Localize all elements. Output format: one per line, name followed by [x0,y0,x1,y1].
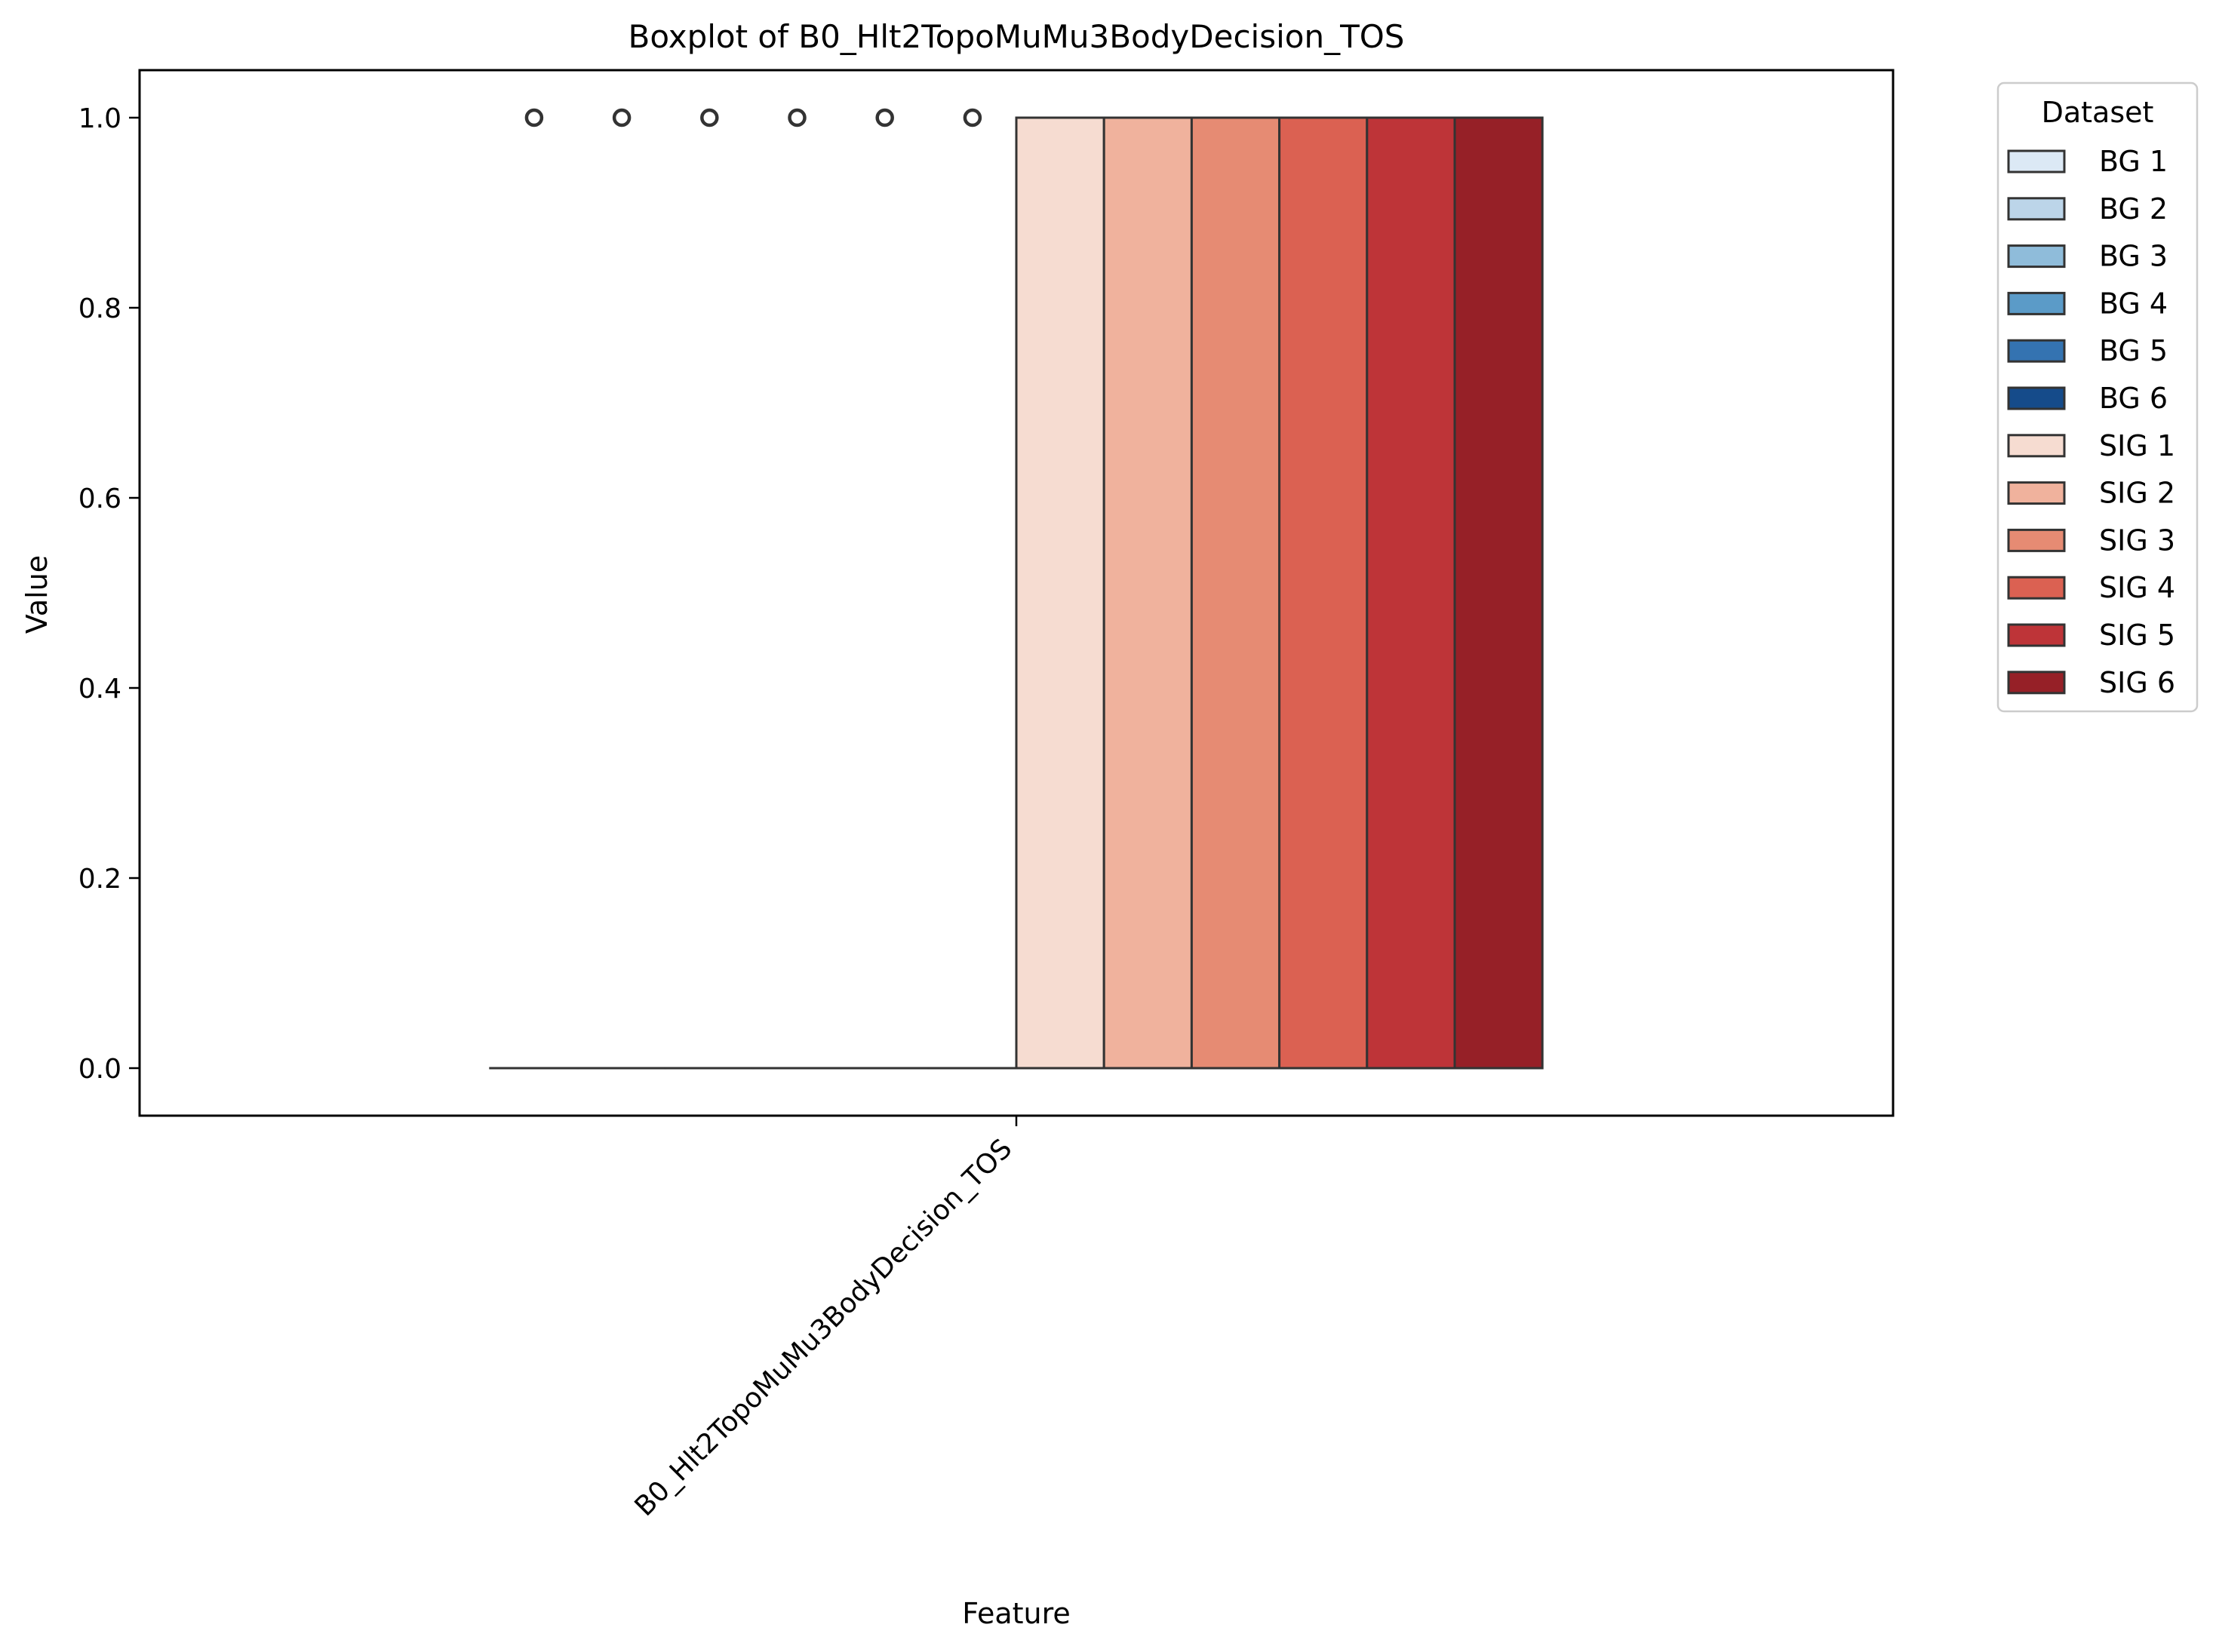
legend-swatch [2007,623,2066,647]
y-tick-label: 0.6 [78,484,121,514]
box-body [1102,116,1193,1070]
chart-title: Boxplot of B0_Hlt2TopoMuMu3BodyDecision_… [629,18,1405,55]
plot-frame [138,69,1895,1117]
outlier-point [612,108,632,127]
y-axis-ticks: 0.0 0.2 0.4 0.6 0.8 1.0 [78,103,140,1085]
outlier-point [875,108,894,127]
legend: Dataset BG 1 BG 2 BG 3 BG 4 BG 5 BG 6 SIG 1 SIG… [1996,81,2199,713]
outlier-point [524,108,544,127]
legend-swatch [2007,671,2066,695]
legend-label: BG 5 [2099,334,2168,367]
legend-swatch [2007,434,2066,458]
legend-label: SIG 4 [2099,571,2175,604]
legend-label: BG 6 [2099,382,2168,415]
y-tick-label: 0.2 [78,864,121,895]
outlier-point [963,108,982,127]
x-axis-label: Feature [962,1597,1071,1630]
box-body [1366,116,1456,1070]
y-axis-label: Value [20,555,54,634]
box-body [1278,116,1369,1070]
legend-label: BG 2 [2099,192,2168,226]
legend-swatch [2007,481,2066,505]
legend-label: SIG 5 [2099,619,2175,652]
legend-label: SIG 1 [2099,429,2175,462]
y-tick-label: 0.8 [78,293,121,324]
legend-swatch [2007,197,2066,221]
box-body [1453,116,1544,1070]
legend-swatch [2007,576,2066,600]
legend-swatch [2007,291,2066,315]
legend-swatch [2007,386,2066,410]
y-tick-label: 0.4 [78,674,121,705]
legend-label: BG 3 [2099,240,2168,273]
legend-swatch [2007,339,2066,363]
legend-label: SIG 3 [2099,524,2175,557]
legend-swatch [2007,149,2066,173]
box-series-group [489,108,1544,1070]
legend-swatch [2007,244,2066,269]
outlier-point [700,108,719,127]
box-body [1190,116,1281,1070]
outlier-point [788,108,807,127]
legend-label: BG 1 [2099,145,2168,178]
legend-label: SIG 6 [2099,666,2175,699]
y-tick-label: 1.0 [78,103,121,134]
legend-label: SIG 2 [2099,477,2175,510]
box-body [1015,116,1105,1070]
legend-frame [1996,81,2199,713]
legend-title: Dataset [2042,96,2154,129]
y-tick-label: 0.0 [78,1054,121,1085]
legend-label: BG 4 [2099,287,2168,320]
legend-swatch [2007,528,2066,552]
